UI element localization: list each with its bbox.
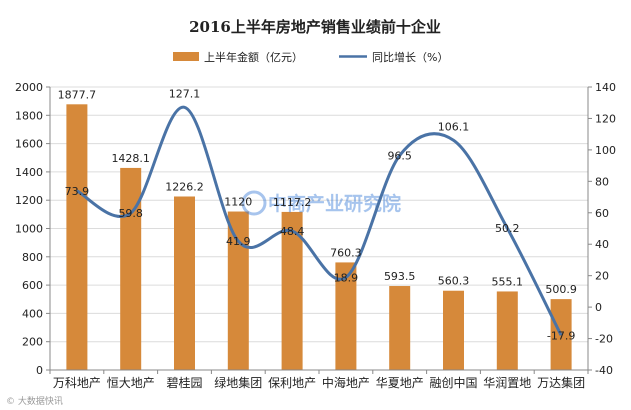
y-left-tick-label: 1200 — [15, 194, 43, 207]
watermark-text: 中商产业研究院 — [268, 192, 401, 215]
footer-watermark: © 大数据快讯 — [6, 395, 63, 407]
line-value-label: 106.1 — [438, 120, 470, 133]
bar — [443, 290, 464, 370]
bar-value-label: 555.1 — [492, 275, 524, 288]
y-left-tick-label: 2000 — [15, 81, 43, 94]
labels-layer: 1877.7 1428.1 1226.2 1120 1117.2 760.3 593.5 56… — [58, 87, 577, 342]
x-category-label: 保利地产 — [268, 376, 316, 390]
legend-line-label: 同比增长（%） — [372, 50, 448, 64]
x-category-label: 恒大地产 — [107, 376, 155, 390]
bar-value-label: 593.5 — [384, 270, 416, 283]
y-left-tick-label: 1400 — [15, 166, 43, 179]
x-category-label: 绿地集团 — [214, 375, 262, 390]
bar-value-label: 1120 — [224, 196, 252, 209]
x-category-label: 华夏地产 — [376, 376, 424, 390]
y-right-tick-label: 140 — [595, 81, 616, 94]
x-category-label: 华润置地 — [483, 376, 531, 390]
legend: 上半年金额（亿元） 同比增长（%） — [173, 50, 448, 64]
x-category-label: 万达集团 — [537, 375, 585, 390]
line-value-label: 59.8 — [118, 207, 143, 220]
chart-title: 2016上半年房地产销售业绩前十企业 — [189, 18, 441, 36]
growth-line — [76, 105, 563, 336]
y-right-tick-label: -40 — [595, 364, 613, 377]
line-value-label: 96.5 — [387, 149, 412, 162]
line-value-label: 50.2 — [495, 222, 520, 235]
bar-value-label: 500.9 — [545, 283, 577, 296]
bar — [335, 262, 357, 370]
bar — [389, 286, 411, 370]
bar-value-label: 1877.7 — [58, 88, 97, 101]
y-right-tick-label: 0 — [595, 301, 602, 314]
bar — [120, 167, 142, 370]
line-value-label: 18.9 — [334, 271, 359, 284]
bar-value-label: 1226.2 — [165, 180, 204, 193]
bars-layer — [66, 104, 572, 370]
bar-value-label: 1117.2 — [273, 196, 312, 209]
line-value-label: 41.9 — [226, 235, 251, 248]
y-left-tick-label: 400 — [22, 307, 43, 320]
y-left-tick-label: 0 — [36, 364, 43, 377]
bar — [496, 291, 518, 370]
y-right-tick-label: -20 — [595, 333, 613, 346]
line-layer — [76, 105, 563, 336]
y-right-tick-label: 20 — [595, 270, 609, 283]
y-left-tick-label: 1000 — [15, 223, 43, 236]
line-value-label: -17.9 — [547, 329, 575, 342]
line-value-label: 48.4 — [280, 225, 305, 238]
y-right-tick-label: 120 — [595, 112, 616, 125]
y-left-tick-label: 200 — [22, 336, 43, 349]
bar-value-label: 1428.1 — [111, 152, 150, 165]
legend-bar-swatch — [173, 52, 199, 61]
x-category-label: 碧桂园 — [166, 375, 202, 390]
axes-layer: 0200400600800100012001400160018002000-40… — [15, 81, 616, 390]
y-left-tick-label: 600 — [22, 279, 43, 292]
line-value-label: 73.9 — [65, 185, 90, 198]
line-value-label: 127.1 — [169, 87, 201, 100]
bar — [66, 104, 88, 370]
y-left-tick-label: 800 — [22, 251, 43, 264]
bar — [227, 211, 249, 370]
y-right-tick-label: 40 — [595, 238, 609, 251]
y-left-tick-label: 1800 — [15, 109, 43, 122]
y-left-tick-label: 1600 — [15, 138, 43, 151]
bar-value-label: 560.3 — [438, 275, 470, 288]
legend-bar-label: 上半年金额（亿元） — [204, 50, 303, 64]
y-right-tick-label: 60 — [595, 207, 609, 220]
watermark: 中商产业研究院 — [241, 190, 401, 216]
x-category-label: 中海地产 — [322, 375, 370, 390]
bar — [174, 196, 195, 370]
bar — [281, 211, 303, 370]
bar-value-label: 760.3 — [330, 246, 362, 259]
x-category-label: 融创中国 — [429, 375, 477, 390]
y-right-tick-label: 100 — [595, 144, 616, 157]
x-category-label: 万科地产 — [53, 376, 101, 390]
watermark-logo-icon — [241, 190, 267, 216]
y-right-tick-label: 80 — [595, 175, 609, 188]
